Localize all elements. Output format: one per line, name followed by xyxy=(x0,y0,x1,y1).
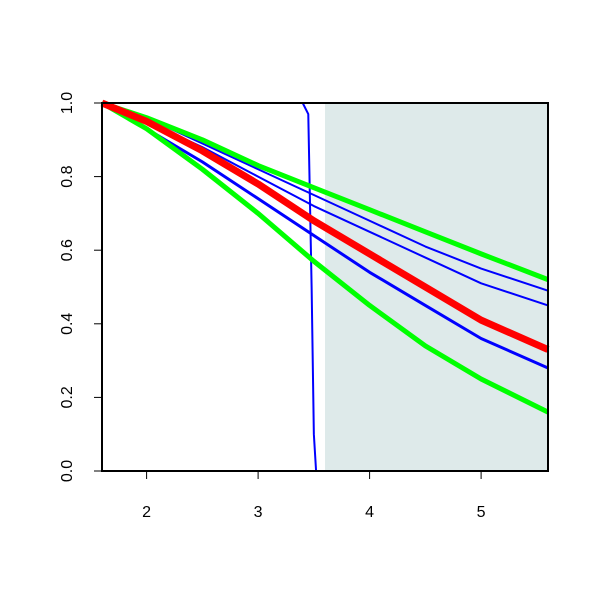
x-tick-label: 4 xyxy=(365,504,374,521)
plot-frame xyxy=(101,102,549,472)
x-tick-label: 3 xyxy=(254,504,263,521)
series-line xyxy=(100,99,550,353)
y-tick-label: 1.0 xyxy=(59,92,76,114)
x-tick-label: 2 xyxy=(142,504,151,521)
y-tick-label: 0.6 xyxy=(59,239,76,261)
y-tick-label: 0.8 xyxy=(59,165,76,187)
series-line xyxy=(100,100,550,415)
x-tick-label: 5 xyxy=(477,504,486,521)
y-tick-label: 0.4 xyxy=(59,313,76,335)
y-tick-label: 0.0 xyxy=(59,460,76,482)
shaded-region xyxy=(325,103,548,471)
series-line xyxy=(101,100,549,282)
y-tick-label: 0.2 xyxy=(59,386,76,408)
